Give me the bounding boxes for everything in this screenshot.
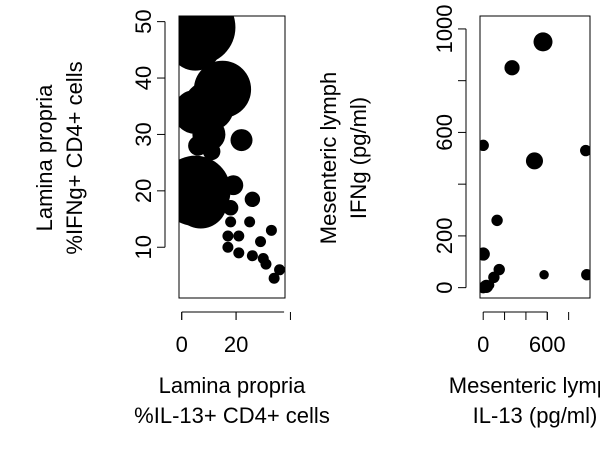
data-point: [222, 230, 234, 242]
x-tick-label: 0: [477, 332, 489, 357]
data-point: [233, 247, 245, 259]
y-axis-label: Mesenteric lymph: [316, 72, 341, 244]
y-axis-label: Lamina propria: [32, 84, 57, 232]
data-point: [580, 144, 590, 157]
data-point: [246, 250, 258, 262]
y-axis-label: %IFNg+ CD4+ cells: [62, 61, 87, 254]
data-point: [480, 247, 490, 261]
y-tick-label: 0: [432, 282, 457, 294]
data-point: [480, 139, 489, 152]
data-point: [525, 152, 544, 170]
data-point: [225, 216, 237, 228]
data-point: [265, 224, 277, 236]
y-tick-label: 40: [131, 66, 156, 90]
chart-panel-1: 0 20 10 20 30 40 50 Lamina propria %IL-13+ CD4+ …: [32, 9, 330, 428]
data-point: [581, 269, 590, 281]
chart-panel-2: 0 600 0 200 600 1000 Mesenteric lymph IL-13 (pg…: [316, 4, 600, 428]
x-axis-label: Mesenteric lymph: [449, 373, 600, 398]
data-point: [491, 214, 503, 227]
y-tick-label: 1000: [432, 4, 457, 53]
data-point: [539, 269, 549, 280]
data-point: [230, 129, 253, 152]
plot-frame: [479, 15, 591, 299]
data-point: [533, 32, 553, 52]
x-axis-label: Lamina propria: [159, 373, 307, 398]
y-axis-label: IFNg (pg/ml): [346, 97, 371, 219]
data-point: [202, 142, 221, 161]
x-tick-label: 600: [529, 332, 566, 357]
data-point: [222, 241, 234, 253]
data-point: [179, 175, 228, 229]
data-point: [223, 175, 244, 196]
data-point: [484, 280, 495, 290]
data-point: [268, 272, 280, 284]
data-point: [244, 191, 261, 207]
data-point: [504, 60, 520, 76]
y-tick-label: 20: [131, 179, 156, 203]
plot-frame: [178, 15, 286, 299]
x-tick-label: 0: [176, 332, 188, 357]
data-points: [179, 16, 285, 284]
y-tick-label: 200: [432, 218, 457, 255]
x-axis-label: IL-13 (pg/ml): [473, 403, 598, 428]
y-tick-label: 30: [131, 122, 156, 146]
y-tick-label: 50: [131, 9, 156, 33]
data-point: [488, 271, 500, 284]
data-point: [260, 258, 272, 270]
data-points: [480, 32, 590, 294]
data-point: [244, 216, 256, 228]
data-point: [255, 236, 267, 248]
x-tick-label: 20: [224, 332, 248, 357]
data-point: [179, 17, 222, 71]
data-point: [222, 200, 239, 216]
x-axis-label: %IL-13+ CD4+ cells: [134, 403, 330, 428]
data-point: [233, 230, 245, 242]
data-point: [274, 264, 285, 276]
y-tick-label: 10: [131, 235, 156, 259]
y-tick-label: 600: [432, 114, 457, 151]
